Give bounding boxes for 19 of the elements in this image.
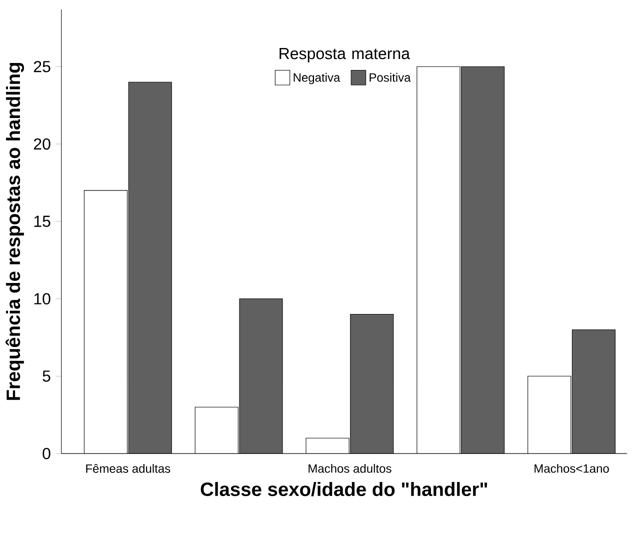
legend-label: Negativa: [294, 73, 340, 84]
y-tick-label: 5: [42, 370, 50, 382]
bar: [461, 66, 504, 454]
x-tick-label: Machos adultos: [308, 464, 392, 473]
y-tick-label: 0: [42, 448, 50, 460]
y-tick-label: 15: [34, 216, 50, 228]
bar: [350, 314, 394, 454]
y-tick-label: 20: [34, 138, 50, 150]
legend-title: Resposta materna: [280, 48, 410, 63]
x-tick-label: Fêmeas adultas: [86, 464, 170, 474]
y-tick-label: 25: [34, 61, 50, 72]
y-axis-title: Frequência de respostas ao handling: [6, 63, 24, 400]
bar: [239, 298, 283, 454]
x-axis-title: Classe sexo/idade do "handler": [200, 482, 488, 496]
bar: [572, 330, 616, 454]
bar: [128, 82, 172, 454]
legend-label: Positiva: [370, 73, 411, 82]
x-tick-label: Machos<1ano: [534, 464, 609, 473]
y-tick-label: 10: [34, 293, 50, 305]
